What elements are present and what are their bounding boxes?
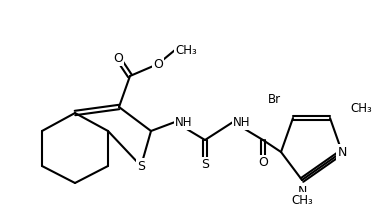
Text: N: N [337,145,347,159]
Text: S: S [201,159,209,171]
Text: NH: NH [233,116,251,128]
Text: CH₃: CH₃ [291,194,313,206]
Text: O: O [113,52,123,64]
Text: S: S [137,159,145,173]
Text: O: O [153,58,163,70]
Text: CH₃: CH₃ [350,101,372,114]
Text: N: N [297,185,307,198]
Text: Br: Br [268,93,281,106]
Text: NH: NH [175,116,193,128]
Text: O: O [258,157,268,169]
Text: CH₃: CH₃ [175,43,197,56]
